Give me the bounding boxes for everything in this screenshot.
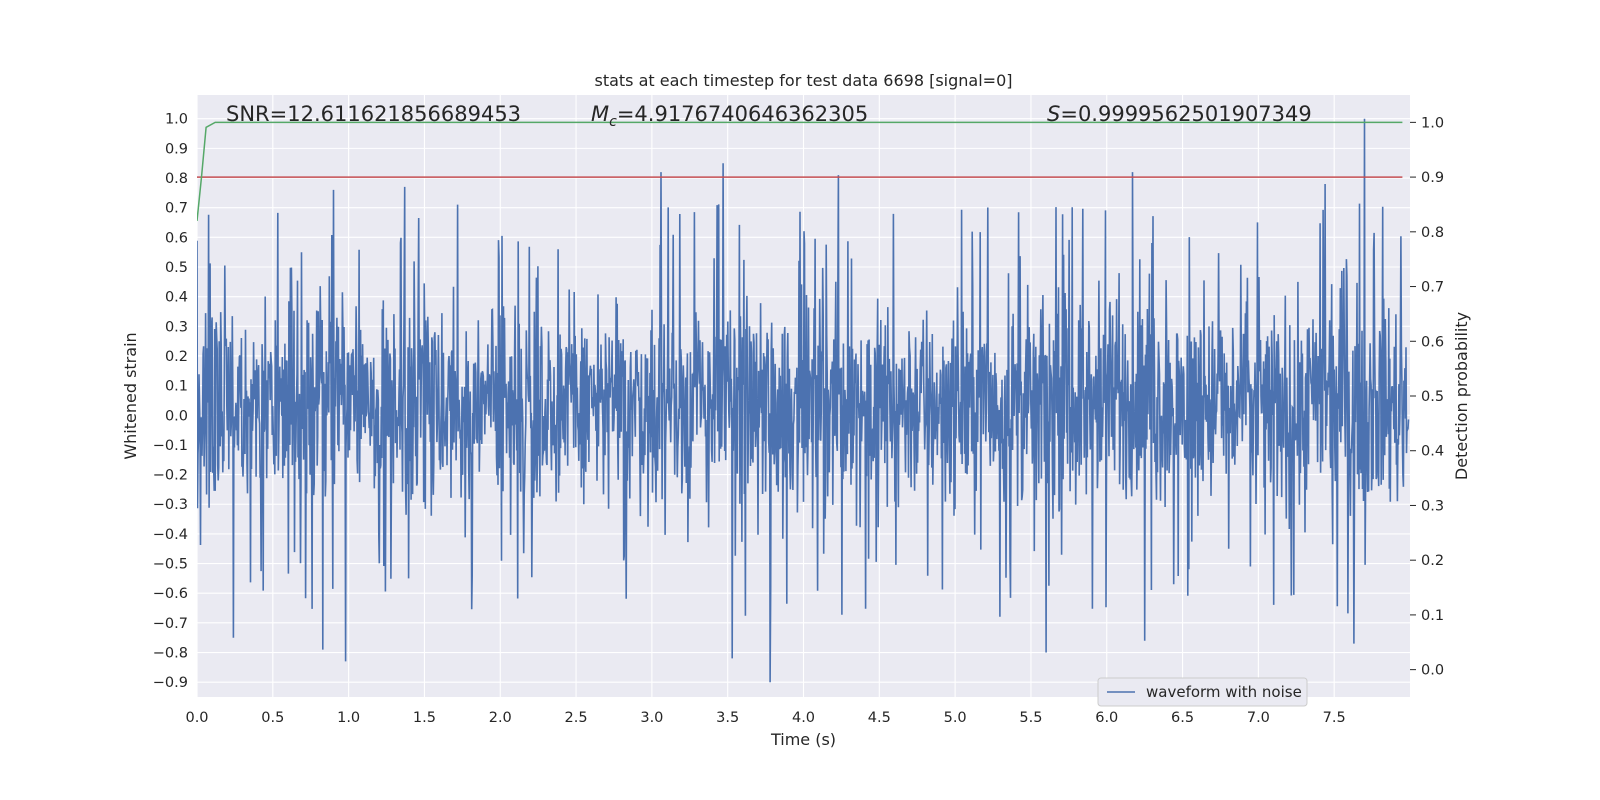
chart-title: stats at each timestep for test data 669… (594, 71, 1012, 90)
legend-label: waveform with noise (1146, 683, 1302, 701)
x-tick-label: 6.5 (1171, 710, 1194, 726)
s-symbol: S (1047, 102, 1060, 126)
y-tick-label: −0.6 (153, 586, 188, 602)
x-tick-label: 1.5 (413, 710, 436, 726)
x-tick-label: 2.5 (565, 710, 588, 726)
y-tick-label: −0.4 (153, 527, 188, 543)
y2-tick-label: 0.2 (1421, 553, 1444, 569)
waveform-line (197, 118, 1410, 683)
x-tick-label: 3.5 (716, 710, 739, 726)
x-axis-label: Time (s) (770, 730, 836, 749)
y-tick-label: 0.8 (165, 171, 188, 187)
y2-tick-label: 0.9 (1421, 170, 1444, 186)
y-tick-label: 0.1 (165, 379, 188, 395)
y2-tick-label: 0.6 (1421, 334, 1444, 350)
y2-tick-label: 0.7 (1421, 280, 1444, 296)
y2-tick-label: 0.8 (1421, 225, 1444, 241)
y-tick-label: 1.0 (165, 112, 188, 128)
y-tick-label: −0.2 (153, 468, 188, 484)
x-tick-label: 2.0 (489, 710, 512, 726)
y-tick-label: 0.7 (165, 201, 188, 217)
y-tick-label: −0.3 (153, 497, 188, 513)
x-tick-label: 4.0 (792, 710, 815, 726)
y2-tick-label: 0.3 (1421, 498, 1444, 514)
y-axis-label: Whitened strain (121, 332, 140, 459)
y-tick-label: 0.3 (165, 319, 188, 335)
snr-annotation: SNR=12.611621856689453 (226, 102, 521, 126)
x-axis-ticks: 0.0 0.5 1.0 1.5 2.0 2.5 3.0 3.5 4.0 4.5 5.0 5.5 6.0 6… (185, 710, 1345, 726)
y-axis-ticks: −0.9 −0.8 −0.7 −0.6 −0.5 −0.4 −0.3 −0.2 −0.1 0.0 0… (153, 112, 188, 691)
x-tick-label: 5.5 (1019, 710, 1042, 726)
s-value: =0.9999562501907349 (1060, 102, 1311, 126)
x-tick-label: 1.0 (337, 710, 360, 726)
y2-tick-label: 0.4 (1421, 444, 1444, 460)
x-tick-label: 7.5 (1323, 710, 1346, 726)
y-tick-label: −0.9 (153, 675, 188, 691)
x-tick-label: 0.5 (261, 710, 284, 726)
y2-axis-label: Detection probability (1452, 312, 1471, 480)
mc-value: =4.9176740646362305 (617, 102, 868, 126)
y-tick-label: 0.2 (165, 349, 188, 365)
probability-series (197, 121, 1403, 221)
y2-tick-label: 0.1 (1421, 608, 1444, 624)
legend: waveform with noise (1097, 677, 1308, 707)
y-tick-label: −0.8 (153, 646, 188, 662)
chirp-mass-annotation: Mc=4.9176740646362305 (591, 102, 868, 130)
mc-subscript: c (609, 114, 617, 130)
x-tick-label: 3.0 (640, 710, 663, 726)
y2-tick-label: 0.0 (1421, 663, 1444, 679)
mc-symbol: M (591, 102, 609, 126)
x-tick-label: 4.5 (868, 710, 891, 726)
y-tick-label: 0.9 (165, 141, 188, 157)
y2-axis-ticks: 0.0 0.1 0.2 0.3 0.4 0.5 0.6 0.7 0.8 0.9 1.0 (1410, 115, 1444, 679)
legend-box (1097, 677, 1308, 707)
y-tick-label: 0.6 (165, 230, 188, 246)
y-tick-label: 0.5 (165, 260, 188, 276)
x-tick-label: 0.0 (185, 710, 208, 726)
y2-tick-label: 0.5 (1421, 389, 1444, 405)
x-tick-label: 5.0 (944, 710, 967, 726)
y-tick-label: −0.1 (153, 438, 188, 454)
x-tick-label: 6.0 (1095, 710, 1118, 726)
y-tick-label: −0.7 (153, 616, 188, 632)
detection-probability-line (197, 121, 1403, 221)
y2-tick-label: 1.0 (1421, 115, 1444, 131)
y-tick-label: 0.0 (165, 408, 188, 424)
score-annotation: S=0.9999562501907349 (1047, 102, 1312, 126)
y-tick-label: −0.5 (153, 557, 188, 573)
x-tick-label: 7.0 (1247, 710, 1270, 726)
waveform-series (197, 118, 1410, 683)
y-tick-label: 0.4 (165, 290, 188, 306)
